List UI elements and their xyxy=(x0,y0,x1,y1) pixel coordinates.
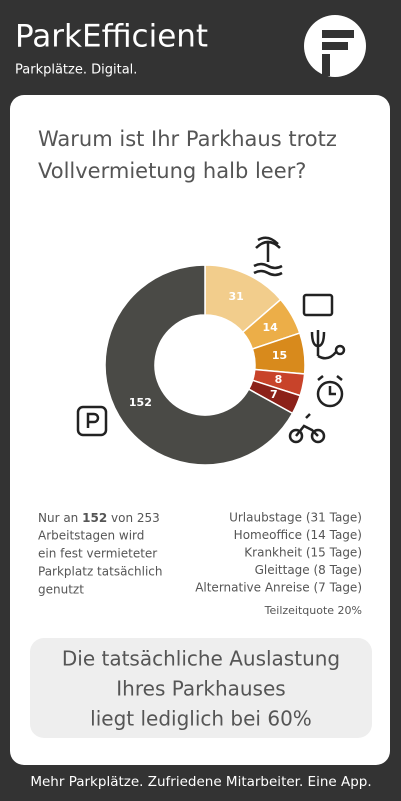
legend-entry: Gleittage (8 Tage) xyxy=(255,563,362,577)
brand-subtitle: Parkplätze. Digital. xyxy=(15,63,137,78)
note-line: Parkplatz tatsächlich xyxy=(38,565,163,579)
icons xyxy=(76,236,346,444)
part-time-note: Teilzeitquote 20% xyxy=(264,604,362,617)
note-text: von 253 xyxy=(111,511,160,525)
note-number: 152 xyxy=(82,511,107,525)
left-note: Nur an 152 von 253 Arbeitstagen wird ein… xyxy=(38,511,163,597)
brand-title: ParkEfficient xyxy=(15,19,208,55)
note-line: Arbeitstagen wird xyxy=(38,529,144,543)
legend: Urlaubstage (31 Tage) Homeoffice (14 Tage… xyxy=(195,511,362,595)
conclusion-line: Ihres Parkhauses xyxy=(116,677,285,701)
legend-entry: Alternative Anreise (7 Tage) xyxy=(195,581,362,595)
note-text: Nur an xyxy=(38,511,78,525)
chart-title: Vollvermietung halb leer? xyxy=(38,159,306,183)
legend-entry: Urlaubstage (31 Tage) xyxy=(229,511,362,525)
data-label: 152 xyxy=(129,396,152,409)
conclusion-line: Die tatsächliche Auslastung xyxy=(62,647,340,671)
note-line: ein fest vermieteter xyxy=(38,547,157,561)
data-label: 15 xyxy=(272,349,287,362)
donut: 31 14 15 8 7 152 xyxy=(104,264,306,466)
note-line: Nur an 152 von 253 xyxy=(38,511,160,525)
chart-title: Warum ist Ihr Parkhaus trotz xyxy=(38,127,337,151)
footer: Mehr Parkplätze. Zufriedene Mitarbeiter.… xyxy=(30,774,371,790)
logo xyxy=(304,15,366,77)
data-label: 14 xyxy=(262,321,278,334)
note-line: genutzt xyxy=(38,583,84,597)
data-label: 31 xyxy=(229,290,244,303)
conclusion-line: liegt lediglich bei 60% xyxy=(90,707,312,731)
data-label: 8 xyxy=(275,373,283,386)
conclusion-box xyxy=(30,638,372,738)
legend-entry: Krankheit (15 Tage) xyxy=(244,546,362,560)
donut-slice xyxy=(104,264,294,466)
legend-entry: Homeoffice (14 Tage) xyxy=(234,528,362,542)
data-label: 7 xyxy=(270,388,278,401)
